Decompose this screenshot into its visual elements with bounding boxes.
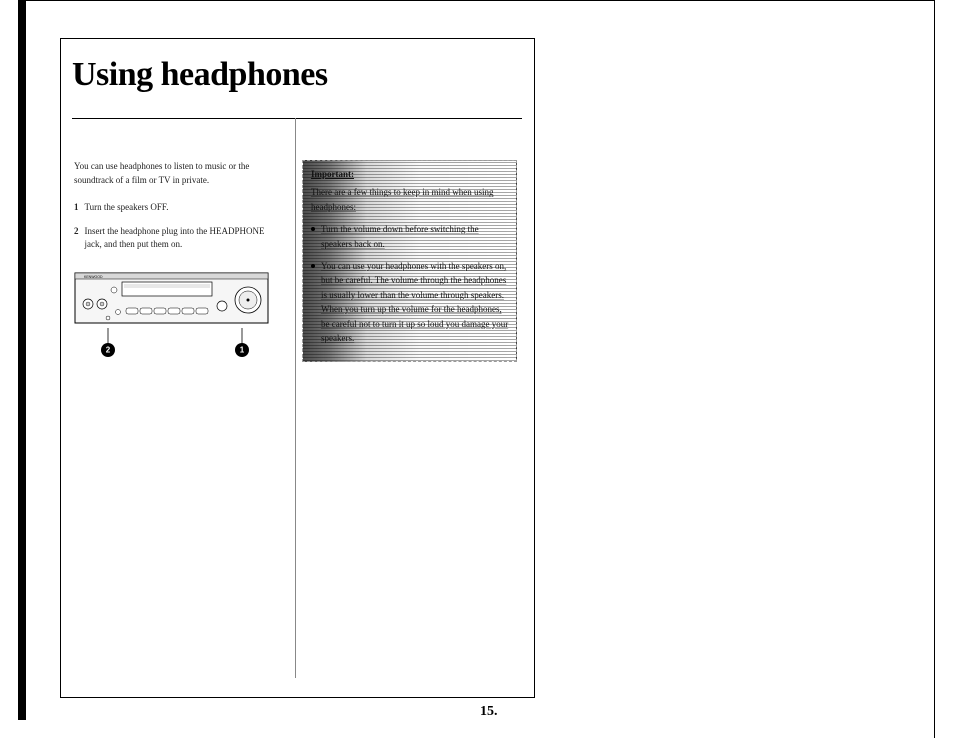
bullet-text: You can use your headphones with the spe… [321,259,510,345]
svg-text:KENWOOD: KENWOOD [84,275,103,279]
callout-2-label: 2 [106,346,111,355]
left-column: You can use headphones to listen to musi… [74,160,279,262]
scan-top-edge [18,0,935,1]
title-rule [72,118,522,119]
scan-right-edge [934,0,935,738]
column-divider [295,118,296,678]
important-box: Important: There are a few things to kee… [302,160,517,362]
receiver-illustration: KENWOOD [74,272,269,324]
bullet-dot-icon [311,264,315,268]
intro-text: You can use headphones to listen to musi… [74,160,279,187]
important-lead: There are a few things to keep in mind w… [311,185,510,214]
step-2: 2 Insert the headphone plug into the HEA… [74,225,279,252]
page-frame [60,38,535,698]
step-1: 1 Turn the speakers OFF. [74,201,279,215]
callout-markers: 2 1 [74,328,269,360]
step-text: Turn the speakers OFF. [85,201,280,215]
callout-1-label: 1 [240,346,245,355]
important-bullet-2: You can use your headphones with the spe… [311,259,510,345]
step-number: 1 [74,201,79,215]
scan-left-spine [18,0,26,720]
important-heading: Important: [311,167,354,181]
page-number: 15. [480,704,498,720]
step-number: 2 [74,225,79,252]
page-title: Using headphones [72,56,328,94]
bullet-text: Turn the volume down before switching th… [321,222,510,251]
step-text: Insert the headphone plug into the HEADP… [85,225,280,252]
bullet-dot-icon [311,227,315,231]
important-bullet-1: Turn the volume down before switching th… [311,222,510,251]
